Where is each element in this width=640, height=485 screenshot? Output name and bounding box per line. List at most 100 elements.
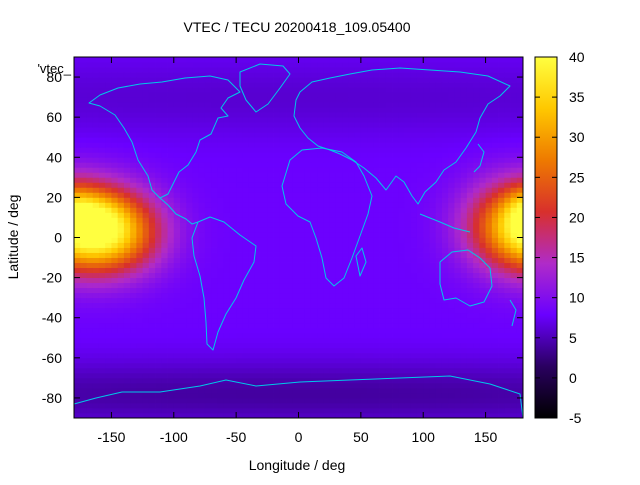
heatmap-cell — [335, 312, 343, 319]
heatmap-cell — [429, 357, 437, 364]
heatmap-cell — [348, 177, 356, 183]
heatmap-cell — [242, 77, 250, 83]
heatmap-cell — [498, 227, 505, 233]
heatmap-cell — [435, 97, 443, 103]
heatmap-cell — [167, 232, 175, 238]
heatmap-cell — [385, 172, 393, 178]
heatmap-cell — [292, 182, 299, 188]
heatmap-cell — [148, 397, 156, 404]
heatmap-cell — [279, 307, 287, 314]
heatmap-cell — [229, 272, 237, 279]
heatmap-cell — [398, 92, 405, 98]
heatmap-cell — [123, 257, 131, 263]
heatmap-cell — [242, 247, 250, 253]
heatmap-cell — [248, 292, 256, 299]
heatmap-cell — [379, 142, 387, 148]
heatmap-cell — [354, 337, 362, 344]
heatmap-cell — [136, 272, 143, 279]
heatmap-cell — [416, 272, 424, 279]
heatmap-cell — [441, 152, 449, 158]
heatmap-cell — [292, 267, 299, 273]
heatmap-cell — [217, 327, 225, 334]
heatmap-cell — [236, 162, 243, 168]
heatmap-cell — [167, 217, 175, 223]
heatmap-cell — [410, 242, 418, 248]
heatmap-cell — [385, 307, 393, 314]
heatmap-cell — [516, 297, 524, 304]
heatmap-cell — [155, 257, 162, 263]
heatmap-cell — [267, 127, 274, 133]
heatmap-cell — [123, 352, 131, 359]
heatmap-cell — [410, 347, 418, 354]
heatmap-cell — [454, 312, 462, 319]
heatmap-cell — [211, 107, 218, 113]
heatmap-cell — [392, 287, 399, 294]
heatmap-cell — [510, 377, 518, 384]
heatmap-cell — [466, 112, 474, 118]
heatmap-cell — [86, 97, 94, 103]
heatmap-cell — [279, 222, 287, 228]
heatmap-cell — [410, 237, 418, 243]
heatmap-cell — [186, 347, 193, 354]
heatmap-cell — [491, 387, 499, 394]
heatmap-cell — [80, 352, 87, 359]
heatmap-cell — [448, 87, 455, 93]
heatmap-cell — [211, 167, 218, 173]
heatmap-cell — [105, 262, 112, 268]
heatmap-cell — [167, 112, 175, 118]
heatmap-cell — [117, 282, 125, 289]
heatmap-cell — [242, 237, 250, 243]
heatmap-cell — [454, 72, 462, 78]
heatmap-cell — [180, 172, 187, 178]
heatmap-cell — [117, 187, 125, 193]
heatmap-cell — [404, 257, 412, 263]
heatmap-cell — [491, 252, 499, 258]
heatmap-cell — [504, 107, 511, 113]
heatmap-cell — [86, 262, 94, 268]
heatmap-cell — [180, 97, 187, 103]
heatmap-cell — [198, 227, 206, 233]
heatmap-cell — [479, 402, 486, 409]
heatmap-cell — [105, 147, 112, 153]
heatmap-cell — [416, 217, 424, 223]
heatmap-cell — [473, 322, 480, 329]
heatmap-cell — [155, 102, 162, 108]
heatmap-cell — [342, 322, 349, 329]
heatmap-cell — [155, 402, 162, 409]
heatmap-cell — [367, 92, 374, 98]
heatmap-cell — [192, 287, 200, 294]
heatmap-cell — [198, 187, 206, 193]
heatmap-cell — [342, 372, 349, 379]
heatmap-cell — [342, 402, 349, 409]
heatmap-cell — [130, 217, 137, 223]
heatmap-cell — [385, 132, 393, 138]
heatmap-cell — [173, 197, 181, 203]
heatmap-cell — [286, 402, 293, 409]
heatmap-cell — [192, 347, 200, 354]
heatmap-cell — [329, 262, 337, 268]
heatmap-cell — [286, 257, 293, 263]
heatmap-cell — [105, 132, 112, 138]
heatmap-cell — [111, 192, 119, 198]
heatmap-cell — [273, 312, 281, 319]
heatmap-cell — [448, 372, 455, 379]
heatmap-cell — [229, 192, 237, 198]
heatmap-cell — [404, 87, 412, 93]
heatmap-cell — [404, 332, 412, 339]
heatmap-cell — [441, 197, 449, 203]
heatmap-cell — [317, 112, 324, 118]
heatmap-cell — [279, 157, 287, 163]
heatmap-cell — [435, 277, 443, 284]
heatmap-cell — [441, 77, 449, 83]
heatmap-cell — [454, 367, 462, 374]
heatmap-cell — [80, 102, 87, 108]
heatmap-cell — [248, 297, 256, 304]
heatmap-cell — [180, 402, 187, 409]
heatmap-cell — [80, 277, 87, 284]
heatmap-cell — [105, 67, 112, 73]
heatmap-cell — [510, 142, 518, 148]
heatmap-cell — [392, 77, 399, 83]
heatmap-cell — [448, 282, 455, 289]
heatmap-cell — [335, 232, 343, 238]
heatmap-cell — [423, 72, 430, 78]
